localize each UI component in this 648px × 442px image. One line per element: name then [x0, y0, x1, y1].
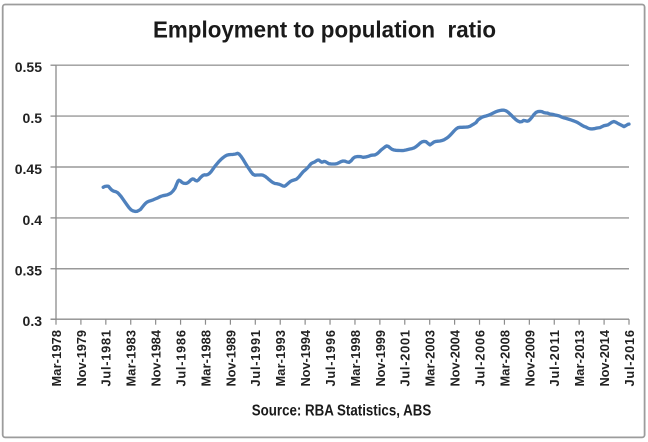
svg-text:0.45: 0.45: [15, 161, 42, 177]
svg-text:Jul-2016: Jul-2016: [622, 330, 637, 387]
svg-text:Jul-1986: Jul-1986: [173, 330, 188, 387]
svg-text:0.55: 0.55: [15, 59, 42, 75]
svg-text:Nov-1984: Nov-1984: [149, 329, 164, 386]
svg-text:0.3: 0.3: [23, 313, 43, 329]
svg-text:0.4: 0.4: [23, 212, 43, 228]
svg-text:Jul-2011: Jul-2011: [547, 330, 562, 387]
svg-text:Nov-2009: Nov-2009: [522, 330, 537, 387]
svg-text:Mar-2013: Mar-2013: [572, 330, 587, 387]
svg-text:Jul-2006: Jul-2006: [472, 330, 487, 387]
svg-text:Jul-1996: Jul-1996: [323, 330, 338, 387]
svg-text:Nov-1989: Nov-1989: [223, 330, 238, 387]
svg-text:Nov-1994: Nov-1994: [298, 329, 313, 386]
svg-text:Employment to population rati: Employment to population ratio: [153, 17, 496, 43]
svg-text:0.35: 0.35: [15, 263, 42, 279]
svg-text:Mar-1993: Mar-1993: [273, 330, 288, 387]
svg-text:Mar-2008: Mar-2008: [497, 330, 512, 386]
svg-text:Jul-1981: Jul-1981: [99, 330, 114, 387]
svg-text:Mar-1978: Mar-1978: [49, 330, 64, 387]
svg-text:0.5: 0.5: [23, 110, 43, 126]
svg-text:Nov-2004: Nov-2004: [448, 329, 463, 386]
svg-text:Jul-2001: Jul-2001: [398, 330, 413, 387]
svg-text:Source: RBA Statistics, ABS: Source: RBA Statistics, ABS: [252, 403, 432, 420]
svg-text:Nov-1979: Nov-1979: [74, 330, 89, 387]
svg-text:Nov-2014: Nov-2014: [597, 329, 612, 386]
svg-text:Mar-2003: Mar-2003: [423, 330, 438, 387]
svg-text:Nov-1999: Nov-1999: [373, 330, 388, 387]
svg-text:Mar-1988: Mar-1988: [198, 330, 213, 387]
svg-text:Mar-1998: Mar-1998: [348, 330, 363, 387]
svg-text:Mar-1983: Mar-1983: [124, 330, 139, 387]
svg-text:Jul-1991: Jul-1991: [248, 330, 263, 387]
